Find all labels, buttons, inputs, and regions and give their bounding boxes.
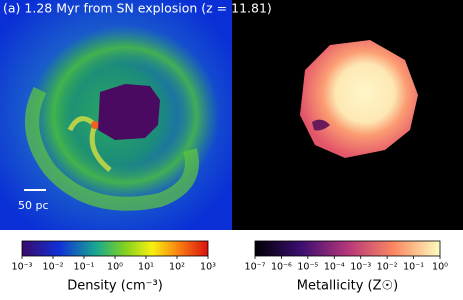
colorbar-tick-label: 10⁻¹ <box>74 262 95 273</box>
colorbar-tick-label: 10⁻¹ <box>403 262 424 273</box>
colorbar-tick-label: 10⁻² <box>43 262 64 273</box>
colorbar-tick-label: 10⁰ <box>432 262 448 273</box>
colorbar-tick-label: 10⁻² <box>377 262 398 273</box>
colorbar-tick-label: 10² <box>169 262 185 273</box>
colorbar-label: Density (cm⁻³) <box>67 279 163 294</box>
colorbar-tick-label: 10⁻⁷ <box>245 262 266 273</box>
colorbar-tick-label: 10⁰ <box>107 262 123 273</box>
colorbar-tick-label: 10⁻⁶ <box>271 262 292 273</box>
colorbar <box>254 240 441 257</box>
colorbar-tick-label: 10³ <box>200 262 216 273</box>
colorbar-tick-label: 10¹ <box>138 262 154 273</box>
density-map <box>0 0 232 230</box>
colorbar <box>21 240 209 257</box>
metallicity-map <box>232 0 463 230</box>
colorbar-label: Metallicity (Z☉) <box>297 279 399 294</box>
panel-title: (a) 1.28 Myr from SN explosion (z = 11.8… <box>3 1 272 16</box>
colorbar-tick-label: 10⁻⁵ <box>297 262 318 273</box>
colorbar-tick-label: 10⁻³ <box>12 262 33 273</box>
scale-bar-label: 50 pc <box>18 199 49 212</box>
colorbar-tick-label: 10⁻³ <box>350 262 371 273</box>
colorbar-tick-label: 10⁻⁴ <box>324 262 345 273</box>
